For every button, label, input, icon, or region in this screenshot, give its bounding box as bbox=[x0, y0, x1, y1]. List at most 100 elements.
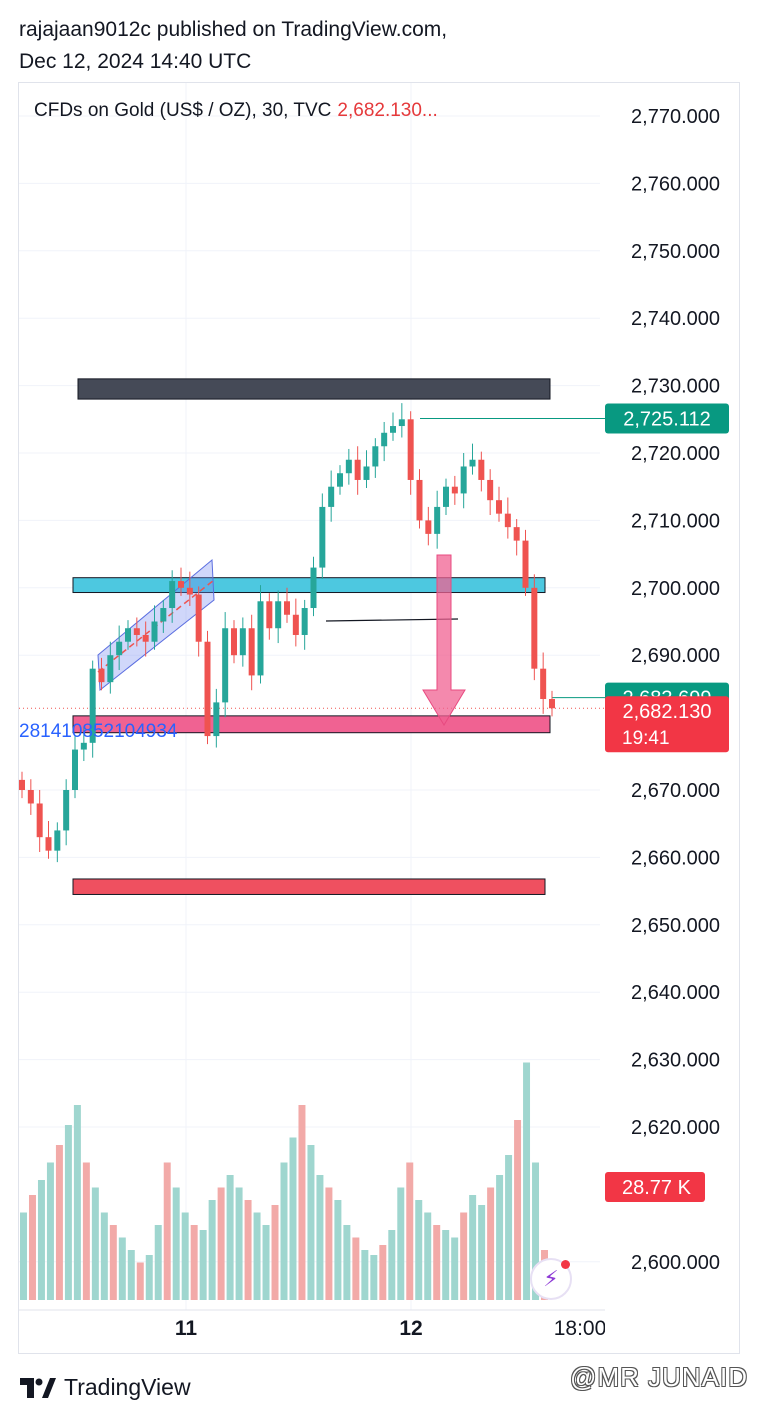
pink-target-zone bbox=[72, 715, 551, 734]
candle-body bbox=[178, 581, 184, 588]
volume-bar bbox=[226, 1175, 234, 1300]
horizontal-line bbox=[325, 618, 459, 622]
volume-bar bbox=[523, 1062, 531, 1300]
volume-bar bbox=[136, 1262, 144, 1300]
candle-body bbox=[460, 466, 467, 494]
volume-bar bbox=[46, 1162, 54, 1300]
candle-body bbox=[266, 601, 273, 629]
volume-bar bbox=[289, 1137, 297, 1300]
y-axis-tick-label: 2,690.000 bbox=[631, 645, 720, 667]
candle-body bbox=[292, 614, 299, 635]
volume-bar bbox=[20, 1212, 27, 1300]
volume-bar bbox=[343, 1225, 351, 1300]
volume-tag-text: 28.77 K bbox=[622, 1177, 692, 1199]
brand-name: TradingView bbox=[64, 1374, 191, 1400]
candle-body bbox=[125, 628, 131, 642]
y-axis-tick-label: 2,770.000 bbox=[631, 106, 720, 128]
y-axis-tick-label: 2,670.000 bbox=[631, 780, 720, 802]
volume-bar bbox=[262, 1225, 270, 1300]
candle-body bbox=[257, 601, 264, 676]
candle-body bbox=[80, 742, 87, 750]
y-axis-tick-label: 2,730.000 bbox=[631, 376, 720, 398]
axis-mask bbox=[605, 1315, 735, 1350]
volume-bar bbox=[460, 1212, 468, 1300]
candle-body bbox=[310, 567, 317, 609]
candle-body bbox=[478, 459, 485, 480]
target-arrow bbox=[422, 554, 466, 726]
y-axis-tick-label: 2,760.000 bbox=[631, 173, 720, 195]
volume-bar bbox=[352, 1237, 360, 1300]
candle-body bbox=[239, 628, 246, 656]
volume-bar bbox=[298, 1105, 306, 1300]
candle-body bbox=[98, 668, 105, 683]
candle-body bbox=[319, 506, 326, 568]
candle-body bbox=[186, 587, 193, 595]
last-price-tag bbox=[605, 696, 729, 753]
cyan-zone bbox=[72, 577, 546, 594]
last-price-tag-countdown: 19:41 bbox=[622, 728, 670, 749]
volume-bar bbox=[388, 1230, 396, 1300]
volume-bar bbox=[406, 1162, 414, 1300]
candle-body bbox=[390, 426, 396, 433]
volume-bar bbox=[307, 1145, 315, 1300]
y-axis-tick-label: 2,630.000 bbox=[631, 1050, 720, 1072]
volume-bar bbox=[109, 1225, 117, 1300]
y-axis-tick-label: 2,640.000 bbox=[631, 982, 720, 1004]
y-axis-tick-label: 2,740.000 bbox=[631, 308, 720, 330]
y-axis-tick-label: 2,650.000 bbox=[631, 915, 720, 937]
volume-bar bbox=[118, 1237, 126, 1300]
candle-body bbox=[45, 837, 52, 851]
watermark-text: @MR JUNAID bbox=[570, 1362, 748, 1392]
volume-bar bbox=[127, 1250, 135, 1300]
candle-body bbox=[531, 587, 538, 669]
candle-body bbox=[116, 641, 123, 656]
x-axis-tick-label: 18:00 bbox=[554, 1317, 607, 1340]
candle-body bbox=[284, 601, 290, 615]
y-axis-tick-label: 2,620.000 bbox=[631, 1117, 720, 1139]
volume-bar bbox=[73, 1105, 81, 1300]
volume-bar bbox=[496, 1175, 504, 1300]
candle-body bbox=[345, 459, 352, 474]
volume-bar bbox=[469, 1195, 477, 1300]
publisher-line: rajajaan9012c published on TradingView.c… bbox=[19, 18, 448, 41]
volume-bar bbox=[64, 1125, 72, 1300]
volume-bar bbox=[478, 1205, 486, 1300]
candle-body bbox=[469, 459, 476, 467]
candle-body bbox=[54, 830, 61, 851]
volume-bar bbox=[82, 1162, 90, 1300]
red-support-zone bbox=[72, 878, 546, 895]
candle-body bbox=[504, 513, 511, 528]
high-price-tag bbox=[605, 403, 729, 434]
candle-body bbox=[160, 608, 167, 622]
dark-resistance-zone bbox=[77, 378, 551, 400]
candle-body bbox=[354, 459, 361, 480]
candle-body bbox=[89, 668, 96, 743]
y-axis-tick-label: 2,600.000 bbox=[631, 1252, 720, 1274]
last-price-tag-text: 2,682.130 bbox=[623, 701, 712, 723]
candle-body bbox=[142, 634, 149, 642]
volume-bar bbox=[181, 1212, 189, 1300]
volume-bar bbox=[415, 1200, 423, 1300]
tradingview-logo: TradingView bbox=[20, 1374, 191, 1401]
volume-bar bbox=[397, 1187, 405, 1300]
candle-body bbox=[19, 779, 25, 790]
candle-body bbox=[213, 702, 220, 737]
candle-body bbox=[248, 628, 255, 676]
volume-bar bbox=[55, 1145, 63, 1300]
volume-bar bbox=[316, 1175, 324, 1300]
candle-body bbox=[513, 527, 520, 541]
volume-bar bbox=[451, 1237, 459, 1300]
volume-bar bbox=[28, 1195, 36, 1300]
candle-body bbox=[540, 668, 547, 700]
volume-bar bbox=[271, 1205, 279, 1300]
publish-timestamp: Dec 12, 2024 14:40 UTC bbox=[19, 50, 252, 73]
lightning-icon[interactable]: ⚡ bbox=[530, 1258, 572, 1300]
candle-body bbox=[27, 790, 34, 804]
volume-bar bbox=[37, 1180, 45, 1300]
y-axis-tick-label: 2,720.000 bbox=[631, 443, 720, 465]
volume-bar bbox=[163, 1162, 171, 1300]
symbol-label: CFDs on Gold (US$ / OZ), 30, TVC bbox=[34, 100, 332, 121]
volume-tag bbox=[605, 1172, 705, 1202]
volume-bar bbox=[514, 1120, 522, 1300]
